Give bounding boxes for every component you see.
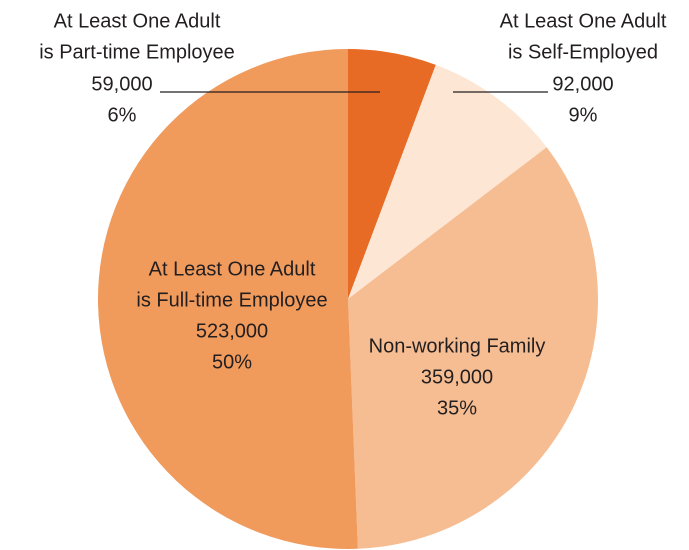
pie-slice — [348, 64, 547, 299]
slice-label: At Least One Adult — [500, 10, 667, 32]
value-label: 92,000 — [552, 73, 613, 95]
slice-label: At Least One Adult — [149, 258, 316, 280]
slice-label: Non-working Family — [369, 335, 546, 357]
pie-slice — [348, 147, 598, 549]
value-label: 359,000 — [421, 366, 493, 388]
slice-label: is Self-Employed — [508, 41, 658, 63]
percent-label: 9% — [569, 104, 598, 126]
pie-slice — [348, 49, 436, 299]
slice-label: At Least One Adult — [54, 10, 221, 32]
percent-label: 50% — [212, 351, 252, 373]
value-label: 523,000 — [196, 320, 268, 342]
value-label: 59,000 — [91, 73, 152, 95]
percent-label: 6% — [108, 104, 137, 126]
slice-label: is Full-time Employee — [136, 289, 327, 311]
percent-label: 35% — [437, 397, 477, 419]
slice-label: is Part-time Employee — [39, 41, 235, 63]
pie-slice — [98, 49, 358, 549]
